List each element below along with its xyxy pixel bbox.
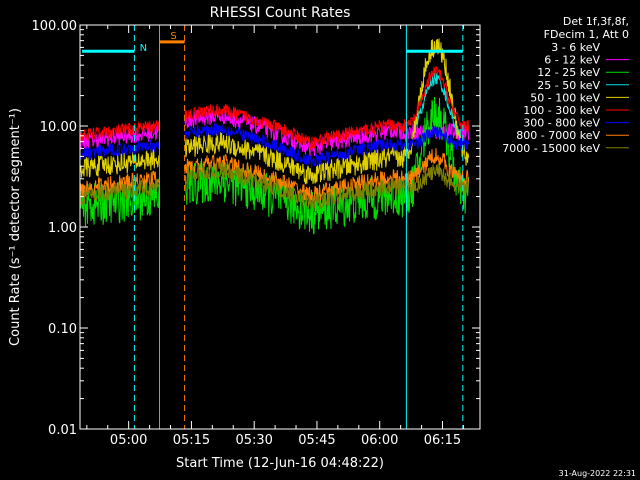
x-tick-label: 06:15 — [424, 433, 461, 448]
legend-label: 12 - 25 keV — [537, 66, 600, 79]
legend-label: 50 - 100 keV — [530, 91, 600, 104]
x-axis: 05:00 05:15 05:30 05:45 06:00 06:15 — [86, 25, 464, 448]
series-line — [80, 123, 470, 168]
chart-title: RHESSI Count Rates — [210, 5, 351, 21]
legend-header-line-2: FDecim 1, Att 0 — [544, 28, 629, 41]
legend-header-line-1: Det 1f,3f,8f, — [563, 15, 629, 28]
legend-label: 25 - 50 keV — [537, 79, 600, 92]
y-tick-label: 10.00 — [40, 120, 77, 135]
night-label: N — [140, 43, 147, 54]
series-line — [80, 65, 470, 151]
footer-date: 31-Aug-2022 22:31 — [559, 469, 636, 478]
series-line — [414, 72, 462, 138]
legend-label: 800 - 7000 keV — [516, 129, 600, 142]
y-axis-label: Count Rate (s⁻¹ detector segment⁻¹) — [8, 108, 23, 346]
x-tick-label: 05:00 — [110, 433, 147, 448]
y-axis: 100.00 10.00 1.00 0.10 0.01 — [32, 19, 480, 438]
x-axis-label: Start Time (12-Jun-16 04:48:22) — [176, 456, 384, 471]
legend-label: 3 - 6 keV — [551, 41, 600, 54]
series-layer — [80, 38, 470, 248]
y-tick-label: 100.00 — [32, 19, 78, 34]
x-tick-label: 06:00 — [361, 433, 398, 448]
x-tick-label: 05:15 — [173, 433, 210, 448]
y-tick-label: 0.10 — [48, 322, 77, 337]
x-tick-label: 05:30 — [235, 433, 272, 448]
legend-label: 6 - 12 keV — [544, 54, 600, 67]
legend-label: 300 - 800 keV — [523, 117, 600, 130]
saa-label: S — [170, 31, 176, 42]
legend: Det 1f,3f,8f, FDecim 1, Att 0 3 - 6 keV6… — [502, 15, 629, 155]
x-tick-label: 05:45 — [298, 433, 335, 448]
time-markers — [80, 25, 464, 429]
annotation-bars: NS — [82, 31, 463, 54]
y-tick-label: 0.01 — [48, 423, 77, 438]
legend-label: 7000 - 15000 keV — [502, 142, 600, 155]
series-line — [80, 162, 470, 212]
y-tick-label: 1.00 — [48, 221, 77, 236]
legend-label: 100 - 300 keV — [523, 104, 600, 117]
